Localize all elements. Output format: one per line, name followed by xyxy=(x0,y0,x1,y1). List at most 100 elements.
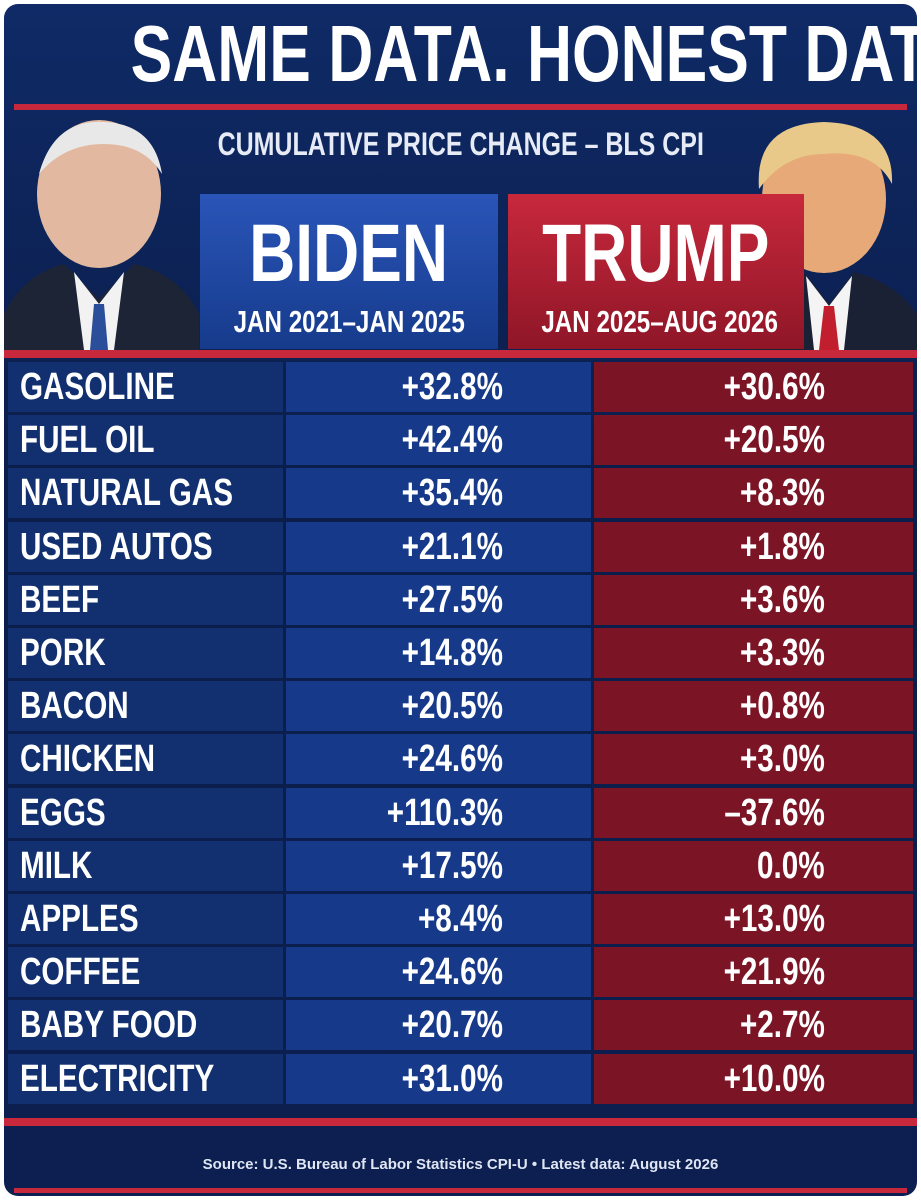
table-row: COFFEE +24.6% +21.9% xyxy=(8,947,913,998)
biden-value: +35.4% xyxy=(286,468,591,519)
trump-value: +8.3% xyxy=(594,468,913,519)
table-row: MILK +17.5% 0.0% xyxy=(8,840,913,892)
row-label-text: BACON xyxy=(20,685,129,728)
trump-value-text: –37.6% xyxy=(724,791,825,834)
biden-value: +20.7% xyxy=(286,1000,591,1051)
trump-value-text: +3.0% xyxy=(740,738,825,781)
row-label: ELECTRICITY xyxy=(8,1053,283,1104)
biden-value-text: +20.5% xyxy=(401,685,503,728)
infographic: SAME DATA. HONEST DATES. CUMULATIVE PRIC… xyxy=(4,4,917,1196)
row-label-text: PORK xyxy=(20,632,106,674)
trump-value-text: +0.8% xyxy=(740,685,825,728)
biden-value-text: +17.5% xyxy=(401,844,503,887)
trump-value-text: +1.8% xyxy=(740,525,825,568)
column-name: BIDEN xyxy=(249,208,449,299)
biden-value: +42.4% xyxy=(286,415,591,466)
biden-value: +110.3% xyxy=(286,787,591,838)
column-name: TRUMP xyxy=(542,208,770,299)
biden-value: +31.0% xyxy=(286,1053,591,1104)
divider xyxy=(14,1188,907,1193)
row-label: PORK xyxy=(8,628,283,678)
trump-value-text: 0.0% xyxy=(757,844,825,887)
row-label: BEEF xyxy=(8,574,283,625)
trump-value-text: +21.9% xyxy=(723,951,825,994)
biden-value: +24.6% xyxy=(286,947,591,998)
row-label-text: EGGS xyxy=(20,791,106,834)
divider xyxy=(14,104,907,110)
trump-value-text: +10.0% xyxy=(723,1057,825,1100)
row-label: BABY FOOD xyxy=(8,1000,283,1051)
trump-value: +13.0% xyxy=(594,894,913,944)
row-label: EGGS xyxy=(8,787,283,838)
biden-value-text: +42.4% xyxy=(401,419,503,462)
biden-value: +32.8% xyxy=(286,362,591,412)
row-label-text: NATURAL GAS xyxy=(20,472,233,515)
trump-value-text: +20.5% xyxy=(723,419,825,462)
biden-value-text: +20.7% xyxy=(401,1004,503,1047)
trump-value: +1.8% xyxy=(594,521,913,572)
row-label-text: MILK xyxy=(20,844,93,887)
biden-value: +27.5% xyxy=(286,574,591,625)
row-label: COFFEE xyxy=(8,947,283,998)
biden-value-text: +27.5% xyxy=(401,578,503,621)
table-row: USED AUTOS +21.1% +1.8% xyxy=(8,521,913,573)
biden-value-text: +8.4% xyxy=(418,898,503,940)
trump-value: +10.0% xyxy=(594,1053,913,1104)
trump-value: +3.6% xyxy=(594,574,913,625)
trump-value-text: +3.3% xyxy=(740,632,825,674)
row-label-text: USED AUTOS xyxy=(20,525,213,568)
biden-value-text: +21.1% xyxy=(401,525,503,568)
trump-value-text: +3.6% xyxy=(740,578,825,621)
table-row: CHICKEN +24.6% +3.0% xyxy=(8,734,913,785)
title-text: SAME DATA. HONEST DATES. xyxy=(130,9,917,98)
row-label: MILK xyxy=(8,840,283,891)
trump-value-text: +8.3% xyxy=(740,472,825,515)
row-label: CHICKEN xyxy=(8,734,283,785)
biden-value: +8.4% xyxy=(286,894,591,944)
row-label: USED AUTOS xyxy=(8,521,283,572)
row-label: NATURAL GAS xyxy=(8,468,283,519)
biden-value-text: +32.8% xyxy=(401,366,503,408)
row-label-text: FUEL OIL xyxy=(20,419,155,462)
biden-value-text: +24.6% xyxy=(401,951,503,994)
biden-value-text: +24.6% xyxy=(401,738,503,781)
table-row: BEEF +27.5% +3.6% xyxy=(8,574,913,626)
biden-value-text: +35.4% xyxy=(401,472,503,515)
trump-value: +3.3% xyxy=(594,628,913,678)
biden-value: +21.1% xyxy=(286,521,591,572)
table-row: BABY FOOD +20.7% +2.7% xyxy=(8,1000,913,1051)
row-label-text: APPLES xyxy=(20,898,139,940)
trump-value: +20.5% xyxy=(594,415,913,466)
title: SAME DATA. HONEST DATES. xyxy=(4,6,917,102)
row-label-text: COFFEE xyxy=(20,951,141,994)
divider xyxy=(4,350,917,358)
column-header-trump: TRUMP JAN 2025–AUG 2026 xyxy=(508,194,804,349)
table-row: NATURAL GAS +35.4% +8.3% xyxy=(8,468,913,519)
biden-value: +17.5% xyxy=(286,840,591,891)
column-header-biden: BIDEN JAN 2021–JAN 2025 xyxy=(200,194,498,349)
table-row: PORK +14.8% +3.3% xyxy=(8,628,913,679)
biden-value-text: +14.8% xyxy=(401,632,503,674)
trump-value: +2.7% xyxy=(594,1000,913,1051)
table-row: BACON +20.5% +0.8% xyxy=(8,681,913,732)
biden-value: +24.6% xyxy=(286,734,591,785)
row-label: APPLES xyxy=(8,894,283,944)
row-label: GASOLINE xyxy=(8,362,283,412)
trump-value-text: +2.7% xyxy=(740,1004,825,1047)
table-row: APPLES +8.4% +13.0% xyxy=(8,894,913,945)
portrait-left xyxy=(4,120,199,350)
column-dates: JAN 2025–AUG 2026 xyxy=(541,304,778,339)
biden-value-text: +110.3% xyxy=(386,791,503,834)
biden-value: +20.5% xyxy=(286,681,591,732)
row-label-text: ELECTRICITY xyxy=(20,1057,215,1100)
trump-value: +21.9% xyxy=(594,947,913,998)
trump-value-text: +13.0% xyxy=(723,898,825,940)
trump-value: 0.0% xyxy=(594,840,913,891)
row-label: BACON xyxy=(8,681,283,732)
source: Source: U.S. Bureau of Labor Statistics … xyxy=(202,1156,719,1173)
divider xyxy=(4,1118,917,1126)
trump-value-text: +30.6% xyxy=(723,366,825,408)
row-label-text: BEEF xyxy=(20,578,100,621)
subtitle-text: CUMULATIVE PRICE CHANGE – BLS CPI xyxy=(217,126,704,162)
table-row: GASOLINE +32.8% +30.6% xyxy=(8,362,913,413)
